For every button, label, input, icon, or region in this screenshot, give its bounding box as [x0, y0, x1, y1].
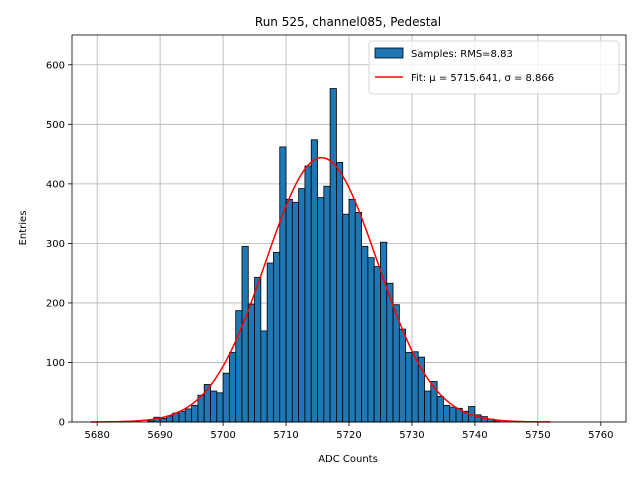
fit-curve — [90, 156, 551, 423]
histogram-bar — [254, 276, 262, 423]
x-tick-label: 5720 — [336, 430, 361, 441]
histogram-bar — [291, 201, 300, 423]
histogram-bar — [273, 251, 281, 423]
histogram-bar — [298, 188, 306, 423]
legend-label-samples: Samples: RMS=8.83 — [411, 49, 513, 60]
histogram-bar — [241, 245, 249, 423]
y-axis-label: Entries — [18, 211, 29, 246]
y-tick-label: 200 — [46, 298, 65, 309]
x-tick-label: 5760 — [588, 430, 613, 441]
histogram-bar — [285, 198, 293, 423]
histogram-bar — [191, 404, 199, 423]
chart-title: Run 525, channel085, Pedestal — [255, 15, 441, 29]
histogram-bar — [329, 88, 337, 423]
histogram-bar — [449, 406, 457, 423]
histogram-bar — [405, 351, 413, 423]
histogram-bar — [342, 213, 350, 423]
histogram-bar — [216, 392, 224, 423]
histogram-bar — [348, 198, 356, 423]
y-tick-label: 300 — [46, 239, 65, 250]
histogram-bar — [424, 390, 432, 423]
histogram-bar — [354, 212, 362, 423]
y-tick-label: 400 — [46, 179, 65, 190]
x-tick-label: 5740 — [462, 430, 487, 441]
x-axis-label: ADC Counts — [318, 454, 378, 465]
x-tick-label: 5750 — [525, 430, 550, 441]
x-axis-ticks: 5680 5690 5700 5710 5720 5730 5740 5750 5760 — [84, 422, 614, 441]
y-axis-ticks: 0 100 200 300 400 500 600 — [46, 60, 72, 429]
histogram-bar — [279, 146, 287, 423]
histogram-bar — [373, 266, 381, 423]
y-tick-label: 0 — [59, 418, 65, 429]
x-tick-label: 5680 — [84, 430, 109, 441]
legend: Samples: RMS=8.83 Fit: μ = 5715.641, σ =… — [368, 40, 620, 95]
legend-box — [368, 40, 620, 95]
histogram-bar — [304, 165, 312, 423]
legend-swatch-samples — [374, 47, 404, 59]
histogram-bars — [147, 88, 501, 423]
histogram-bar — [417, 356, 425, 423]
histogram-bar — [361, 245, 369, 423]
histogram-bar — [184, 408, 193, 423]
histogram-bar — [367, 257, 375, 423]
histogram-bar — [380, 241, 388, 423]
legend-label-fit: Fit: μ = 5715.641, σ = 8.866 — [411, 73, 554, 84]
y-tick-label: 500 — [46, 120, 65, 131]
histogram-bar — [323, 185, 331, 423]
histogram-bar — [260, 330, 268, 423]
histogram-bar — [210, 390, 218, 423]
histogram-bar — [159, 418, 167, 423]
histogram-bar — [317, 197, 325, 423]
histogram-bar — [222, 372, 230, 423]
histogram-bar — [247, 303, 255, 423]
histogram-bar — [398, 328, 407, 423]
histogram-bar — [443, 404, 451, 423]
histogram-bar — [266, 262, 274, 423]
histogram-bar — [392, 304, 400, 423]
histogram-bar — [310, 139, 318, 423]
histogram-bar — [228, 351, 237, 423]
histogram-bar — [436, 395, 444, 423]
x-tick-label: 5690 — [147, 430, 172, 441]
x-tick-label: 5710 — [273, 430, 298, 441]
histogram-bar — [178, 410, 186, 423]
y-tick-label: 100 — [46, 358, 65, 369]
x-tick-label: 5700 — [210, 430, 235, 441]
y-tick-label: 600 — [46, 60, 65, 71]
histogram-bar — [336, 162, 344, 423]
x-tick-label: 5730 — [399, 430, 424, 441]
